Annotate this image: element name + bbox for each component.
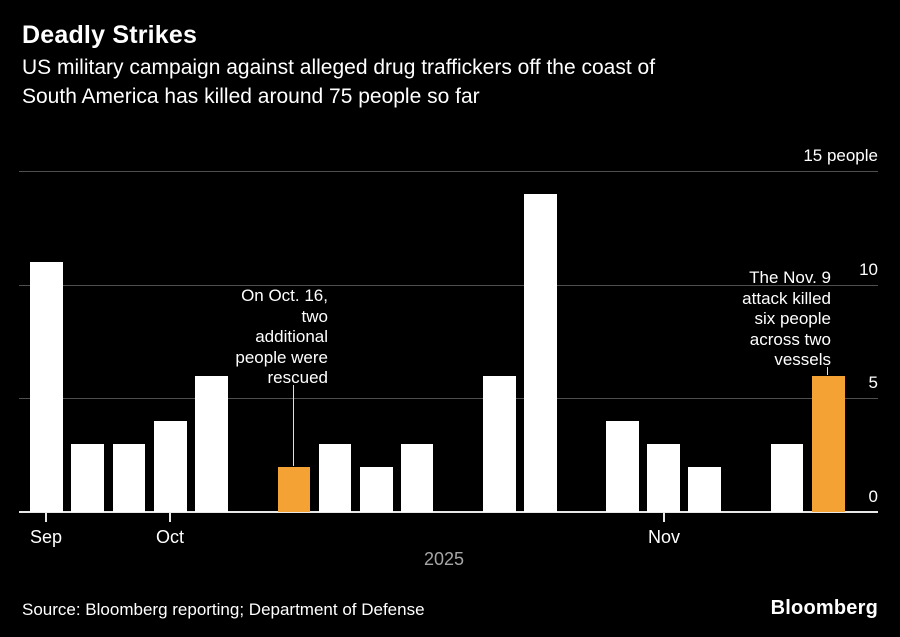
annotation-line: people were xyxy=(235,347,328,367)
x-axis-label-nov: Nov xyxy=(647,527,680,547)
gridline-15 xyxy=(19,170,878,172)
chart-title: Deadly Strikes xyxy=(22,21,198,49)
bar xyxy=(154,421,187,512)
bar-highlighted xyxy=(812,375,845,512)
annotation-connector-2 xyxy=(827,367,828,375)
bar xyxy=(606,421,639,512)
annotation-line: six people xyxy=(754,309,831,328)
annotation-line: two xyxy=(301,306,328,326)
x-axis-tick-oct xyxy=(169,513,171,522)
annotation-line: attack killed xyxy=(742,288,831,308)
bar xyxy=(71,443,104,512)
chart-subtitle-line2: South America has killed around 75 peopl… xyxy=(22,85,480,108)
x-axis-year-label: 2025 xyxy=(423,549,465,569)
x-axis-tick-sep xyxy=(45,513,47,522)
x-axis-label-oct: Oct xyxy=(155,527,184,547)
annotation-line: additional xyxy=(255,327,328,346)
bar xyxy=(483,375,516,512)
bar xyxy=(770,443,804,512)
bar xyxy=(112,443,146,512)
y-axis-label-15: 15 people xyxy=(803,145,878,165)
gridline-10 xyxy=(19,284,878,286)
bar xyxy=(647,443,680,512)
y-axis-label-10: 10 xyxy=(859,259,878,279)
bar xyxy=(195,375,228,512)
annotation-line: vessels xyxy=(774,350,831,369)
bar xyxy=(30,261,63,512)
annotation-line: rescued xyxy=(267,368,328,387)
x-axis-baseline xyxy=(19,511,878,513)
bar xyxy=(360,466,393,512)
annotation-line: The Nov. 9 xyxy=(749,268,831,287)
bloomberg-logo: Bloomberg xyxy=(770,597,878,619)
annotation-connector-1 xyxy=(293,385,294,466)
annotation-1: On Oct. 16, two additional people were rescu… xyxy=(235,286,328,389)
annotation-line: On Oct. 16, xyxy=(241,286,328,305)
x-axis-label-sep: Sep xyxy=(29,527,63,547)
gridline-5 xyxy=(19,398,878,400)
bar xyxy=(400,443,434,512)
chart-subtitle: US military campaign against alleged dru… xyxy=(22,53,655,111)
bar xyxy=(318,443,352,512)
x-axis-tick-nov xyxy=(663,513,665,522)
y-axis-label-5: 5 xyxy=(868,373,878,393)
chart-subtitle-line1: US military campaign against alleged dru… xyxy=(22,56,656,79)
annotation-line: across two xyxy=(749,329,831,349)
source-text: Source: Bloomberg reporting; Department … xyxy=(22,600,425,619)
bar xyxy=(524,193,557,512)
y-axis-label-0: 0 xyxy=(868,487,878,506)
annotation-2: The Nov. 9 attack killed six people across … xyxy=(742,268,831,371)
bar xyxy=(688,466,721,512)
bar-highlighted xyxy=(277,466,311,512)
